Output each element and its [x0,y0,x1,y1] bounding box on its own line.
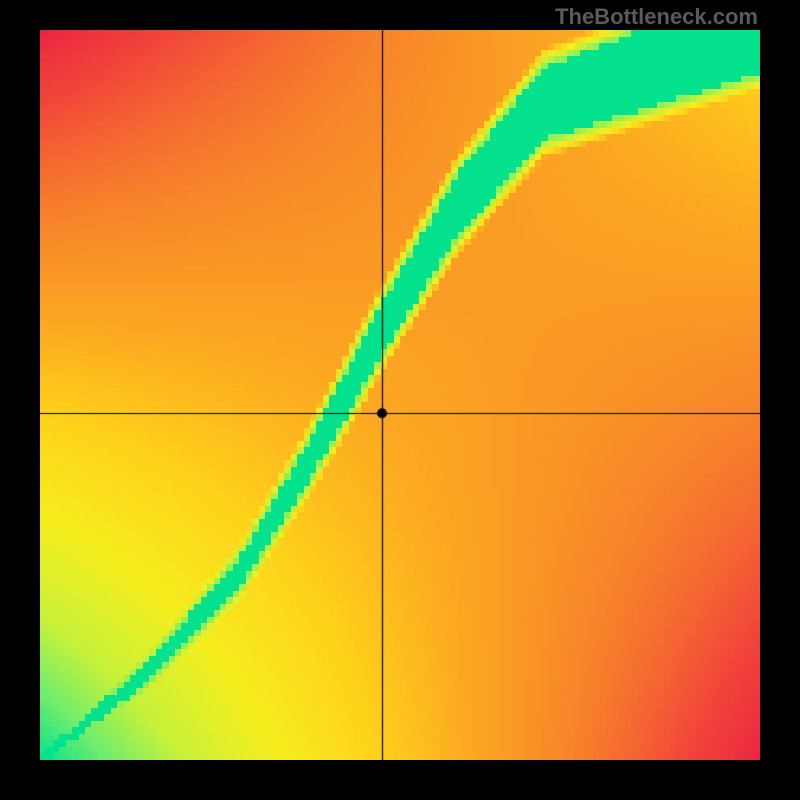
bottleneck-heatmap [40,30,760,760]
watermark-label: TheBottleneck.com [555,4,758,30]
plot-area [40,30,760,760]
chart-frame: TheBottleneck.com [0,0,800,800]
